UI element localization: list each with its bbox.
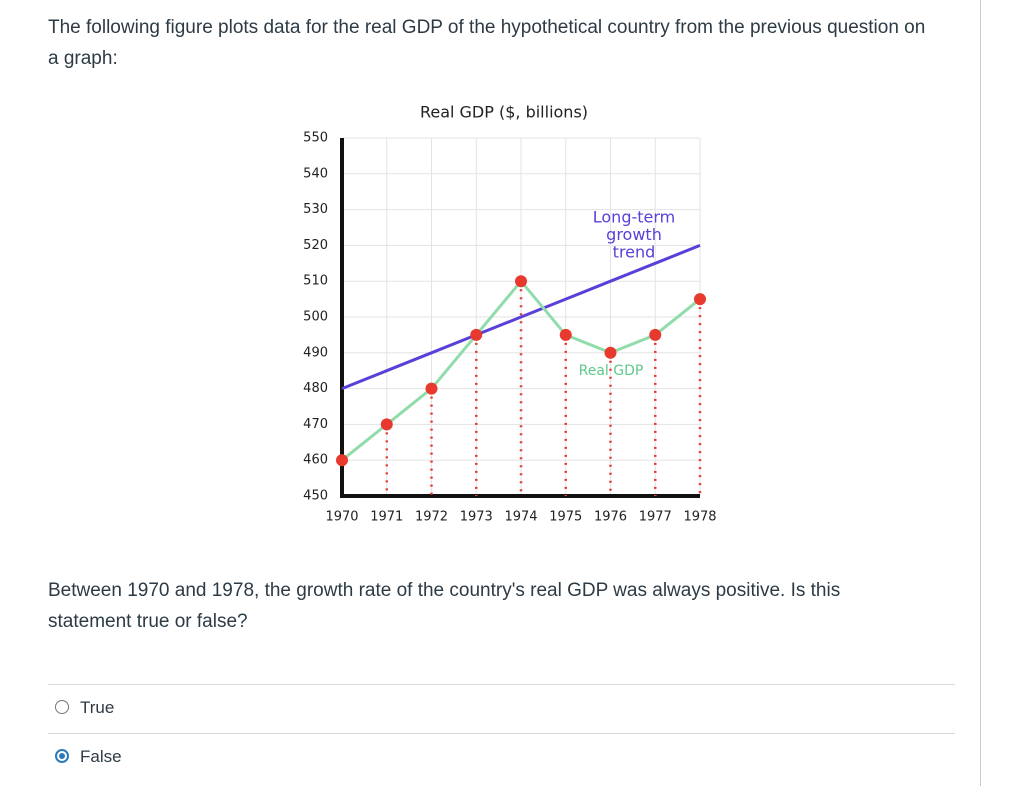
- y-tick-label: 540: [303, 166, 328, 181]
- intro-text: The following figure plots data for the …: [48, 17, 926, 69]
- gdp-point: [380, 418, 393, 431]
- chart: Real GDP ($, billions) 450 460 470 480 490 50…: [303, 103, 716, 525]
- y-tick-label: 450: [303, 489, 328, 504]
- x-tick-label: 1972: [415, 510, 448, 525]
- option-label[interactable]: False: [80, 747, 122, 766]
- option-label[interactable]: True: [80, 698, 115, 717]
- gdp-point: [425, 382, 438, 395]
- gdp-point: [470, 328, 483, 341]
- gdp-point: [604, 346, 617, 359]
- trend-line: [341, 244, 701, 390]
- x-tick-label: 1976: [594, 510, 627, 525]
- y-tick-label: 470: [303, 417, 328, 432]
- y-tick-label: 530: [303, 202, 328, 217]
- x-tick-label: 1974: [504, 510, 537, 525]
- x-tick-label: 1978: [683, 510, 716, 525]
- trend-label: trend: [613, 243, 656, 262]
- chart-title: Real GDP ($, billions): [420, 103, 588, 122]
- radio-button[interactable]: [55, 749, 69, 763]
- y-tick-label: 490: [303, 345, 328, 360]
- x-tick-label: 1970: [325, 510, 358, 525]
- gdp-point: [559, 328, 572, 341]
- x-tick-label: 1971: [370, 510, 403, 525]
- gdp-point: [694, 293, 706, 306]
- x-tick-label: 1975: [549, 510, 582, 525]
- border: [980, 0, 981, 786]
- radio-button[interactable]: [55, 700, 69, 714]
- gdp-point: [336, 454, 348, 467]
- y-tick-label: 550: [303, 131, 328, 146]
- trend-label: growth: [606, 225, 662, 244]
- option[interactable]: False: [48, 733, 955, 782]
- gdp-point: [649, 328, 662, 341]
- y-tick-label: 510: [303, 274, 328, 289]
- y-tick-label: 500: [303, 310, 328, 325]
- gdp-label: Real GDP: [579, 363, 644, 379]
- gdp-point: [515, 275, 527, 288]
- x-tick-label: 1973: [460, 510, 493, 525]
- x-tick-label: 1977: [639, 510, 672, 525]
- y-tick-label: 520: [303, 238, 328, 253]
- option[interactable]: True: [48, 684, 955, 733]
- y-tick-label: 460: [303, 453, 328, 468]
- y-tick-label: 480: [303, 381, 328, 396]
- question-text: Between 1970 and 1978, the growth rate o…: [48, 580, 841, 632]
- trend-label: Long-term: [593, 208, 676, 227]
